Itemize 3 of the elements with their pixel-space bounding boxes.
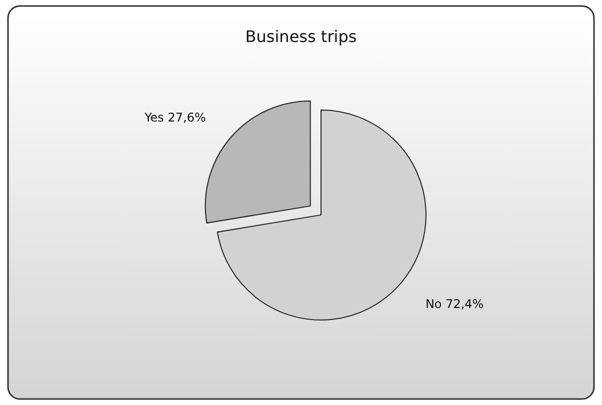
chart-title: Business trips [245,27,357,46]
slice-label: No 72,4% [425,296,484,311]
slice-label: Yes 27,6% [144,110,206,124]
